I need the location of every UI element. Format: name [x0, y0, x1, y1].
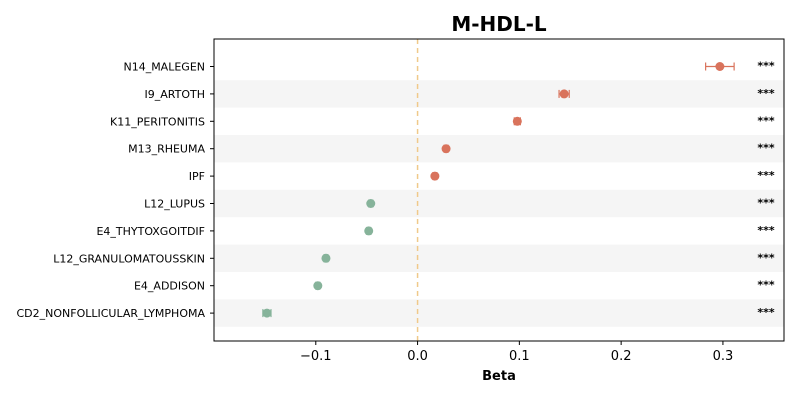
category-label: L12_LUPUS [144, 198, 205, 211]
data-point [705, 62, 735, 71]
significance-label: *** [757, 114, 775, 127]
row-bands [214, 80, 784, 327]
point-marker [441, 144, 451, 154]
data-point [441, 144, 451, 154]
category-label: E4_THYTOXGOITDIF [96, 225, 205, 238]
point-marker [430, 171, 440, 181]
data-point [321, 253, 331, 263]
data-points [262, 62, 735, 318]
significance-label: *** [757, 197, 775, 210]
row-band [214, 244, 784, 272]
data-point [364, 226, 374, 236]
category-label: E4_ADDISON [134, 280, 205, 293]
data-point [558, 89, 570, 99]
point-marker [366, 199, 376, 208]
plot-frame [213, 38, 785, 342]
data-point [430, 171, 440, 181]
category-label: K11_PERITONITIS [110, 115, 205, 128]
category-label: L12_GRANULOMATOUSSKIN [53, 252, 205, 265]
data-point [512, 116, 522, 126]
data-point [313, 281, 323, 291]
significance-label: *** [757, 60, 775, 73]
significance-label: *** [757, 169, 775, 182]
category-label: IPF [189, 170, 205, 183]
x-axis: −0.1 0.0 0.1 0.2 0.3 [300, 341, 733, 364]
row-band [214, 135, 784, 163]
row-band [214, 80, 784, 108]
x-axis-label: Beta [482, 369, 516, 384]
category-label: N14_MALEGEN [123, 61, 205, 74]
x-tick-label: 0.1 [509, 349, 530, 364]
point-marker [715, 62, 725, 71]
point-marker [559, 89, 569, 99]
data-point [262, 308, 272, 318]
point-marker [364, 226, 374, 236]
point-marker [313, 281, 323, 291]
category-label: M13_RHEUMA [128, 143, 205, 156]
significance-label: *** [757, 142, 775, 155]
significance-label: *** [757, 279, 775, 292]
x-tick-label: 0.0 [407, 349, 428, 364]
x-tick-label: −0.1 [300, 349, 332, 364]
y-axis: N14_MALEGEN I9_ARTOTH K11_PERITONITIS M13_R… [17, 61, 214, 320]
x-tick-label: 0.3 [713, 349, 734, 364]
significance-labels: *** *** *** *** *** *** *** *** *** *** [757, 60, 775, 320]
row-band [214, 299, 784, 327]
category-label: I9_ARTOTH [145, 88, 205, 101]
chart-title: M-HDL-L [451, 12, 547, 36]
significance-label: *** [757, 87, 775, 100]
data-point [366, 199, 376, 208]
point-marker [262, 308, 272, 318]
significance-label: *** [757, 251, 775, 264]
significance-label: *** [757, 306, 775, 319]
x-tick-label: 0.2 [611, 349, 632, 364]
category-label: CD2_NONFOLLICULAR_LYMPHOMA [17, 307, 206, 320]
row-band [214, 189, 784, 218]
point-marker [321, 253, 331, 263]
point-marker [512, 116, 522, 126]
significance-label: *** [757, 224, 775, 237]
